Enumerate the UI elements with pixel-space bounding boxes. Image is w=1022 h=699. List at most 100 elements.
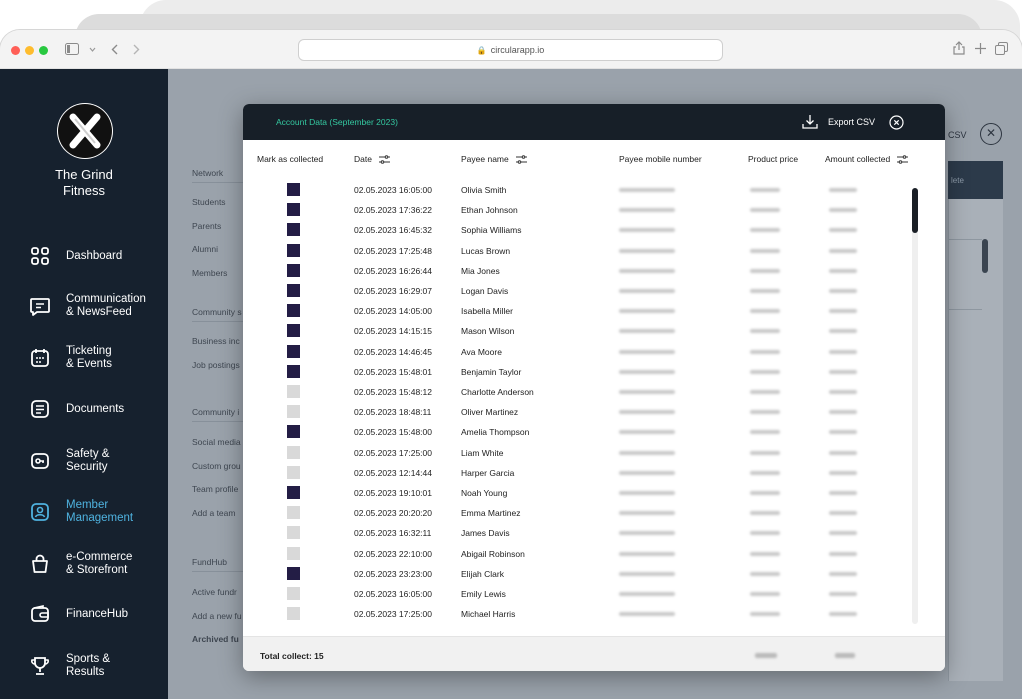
collected-checkbox[interactable]: [287, 526, 300, 540]
nav-item-communication[interactable]: Communication & NewsFeed: [28, 293, 168, 319]
nav-label: Safety &: [66, 448, 110, 460]
column-label: Payee name: [461, 154, 509, 164]
nav-label: & Storefront: [66, 564, 128, 576]
share-icon[interactable]: [953, 41, 965, 55]
row-date: 02.05.2023 17:25:00: [354, 609, 432, 620]
chevron-down-icon[interactable]: [89, 47, 96, 52]
export-csv-button[interactable]: Export CSV: [801, 112, 875, 132]
collected-checkbox[interactable]: [287, 506, 300, 520]
collected-checkbox[interactable]: [287, 465, 300, 479]
redacted-mobile-number: [619, 188, 675, 192]
table-row: 02.05.2023 17:25:48 Lucas Brown: [243, 241, 945, 261]
url-text: circularapp.io: [490, 45, 545, 55]
collected-checkbox[interactable]: [287, 607, 300, 621]
nav-item-safety[interactable]: Safety & Security: [28, 448, 168, 474]
new-tab-icon[interactable]: [975, 43, 986, 54]
redacted-product-price: [750, 289, 780, 293]
redacted-mobile-number: [619, 289, 675, 293]
nav-label: Ticketing: [66, 345, 112, 357]
close-window-button[interactable]: [11, 46, 20, 55]
row-payee-name: Oliver Martinez: [461, 407, 519, 418]
address-bar[interactable]: 🔒 circularapp.io: [298, 39, 723, 61]
nav-item-member-management[interactable]: Member Management: [28, 499, 168, 525]
row-date: 02.05.2023 14:15:15: [354, 326, 432, 337]
collected-checkbox[interactable]: [287, 284, 300, 297]
collected-checkbox[interactable]: [287, 203, 300, 217]
collected-checkbox[interactable]: [287, 445, 300, 459]
row-payee-name: Michael Harris: [461, 609, 516, 620]
sidebar-toggle-icon[interactable]: [65, 43, 79, 55]
calendar-icon: [31, 349, 49, 367]
column-label: Date: [354, 154, 372, 164]
background-label: FundHub: [192, 557, 227, 567]
forward-arrow-icon[interactable]: [133, 44, 140, 55]
nav-item-financehub[interactable]: FinanceHub: [28, 602, 168, 626]
collected-checkbox[interactable]: [287, 183, 300, 196]
row-payee-name: Elijah Clark: [461, 568, 504, 579]
club-name-line: The Grind: [55, 167, 113, 182]
filter-sort-icon[interactable]: [897, 154, 909, 164]
column-header-date[interactable]: Date: [354, 154, 390, 164]
column-header-mobile: Payee mobile number: [619, 154, 702, 164]
redacted-amount-collected: [829, 531, 857, 536]
collected-checkbox[interactable]: [287, 344, 300, 358]
collected-checkbox[interactable]: [287, 546, 300, 560]
table-row: 02.05.2023 16:05:00 Olivia Smith: [243, 180, 945, 200]
table-scroll-track[interactable]: [912, 188, 918, 624]
background-export-label: CSV: [948, 130, 967, 140]
filter-sort-icon[interactable]: [378, 154, 390, 164]
table-row: 02.05.2023 14:46:45 Ava Moore: [243, 342, 945, 362]
modal-header: Account Data (September 2023) Export CSV: [243, 104, 945, 140]
collected-checkbox[interactable]: [287, 364, 300, 378]
background-label: Job postings: [192, 360, 240, 370]
collected-checkbox[interactable]: [287, 243, 300, 257]
collected-checkbox[interactable]: [287, 587, 300, 600]
close-icon[interactable]: [889, 115, 904, 130]
nav-item-dashboard[interactable]: Dashboard: [28, 244, 168, 268]
row-payee-name: Mia Jones: [461, 265, 500, 276]
nav-item-sports-results[interactable]: Sports & Results: [28, 653, 168, 679]
collected-checkbox[interactable]: [287, 385, 300, 398]
redacted-amount-collected: [829, 188, 857, 192]
collected-checkbox[interactable]: [287, 486, 300, 499]
divider: [948, 239, 982, 240]
redacted-amount-collected: [829, 208, 857, 213]
divider: [192, 182, 252, 183]
tab-overview-icon[interactable]: [995, 42, 1008, 55]
collected-checkbox[interactable]: [287, 425, 300, 439]
redacted-total-amount: [835, 653, 855, 658]
redacted-product-price: [750, 309, 780, 314]
collected-checkbox[interactable]: [287, 223, 300, 237]
table-scroll-thumb[interactable]: [912, 188, 918, 233]
redacted-product-price: [750, 329, 780, 334]
filter-sort-icon[interactable]: [515, 154, 527, 164]
minimize-window-button[interactable]: [25, 46, 34, 55]
redacted-product-price: [750, 450, 780, 455]
modal-title: Account Data (September 2023): [276, 117, 398, 127]
collected-checkbox[interactable]: [287, 405, 300, 419]
row-date: 02.05.2023 17:25:00: [354, 447, 432, 458]
redacted-amount-collected: [829, 369, 857, 374]
collected-checkbox[interactable]: [287, 304, 300, 318]
back-arrow-icon[interactable]: [111, 44, 118, 55]
background-label: Custom grou: [192, 461, 241, 471]
maximize-window-button[interactable]: [39, 46, 48, 55]
nav-item-ticketing[interactable]: Ticketing & Events: [28, 345, 168, 371]
column-header-payee[interactable]: Payee name: [461, 154, 527, 164]
background-label: Alumni: [192, 244, 218, 254]
nav-item-ecommerce[interactable]: e-Commerce & Storefront: [28, 551, 168, 577]
redacted-mobile-number: [619, 329, 675, 334]
redacted-product-price: [750, 511, 780, 516]
row-payee-name: Amelia Thompson: [461, 427, 530, 438]
collected-checkbox[interactable]: [287, 566, 300, 580]
collected-checkbox[interactable]: [287, 263, 300, 277]
row-date: 02.05.2023 16:26:44: [354, 265, 432, 276]
redacted-product-price: [750, 612, 780, 617]
nav-label: Documents: [66, 402, 125, 415]
redacted-product-price: [750, 248, 780, 253]
redacted-amount-collected: [829, 612, 857, 617]
nav-item-documents[interactable]: Documents: [28, 397, 168, 421]
collected-checkbox[interactable]: [287, 324, 300, 338]
row-payee-name: Charlotte Anderson: [461, 387, 534, 397]
column-header-amount[interactable]: Amount collected: [825, 154, 909, 164]
